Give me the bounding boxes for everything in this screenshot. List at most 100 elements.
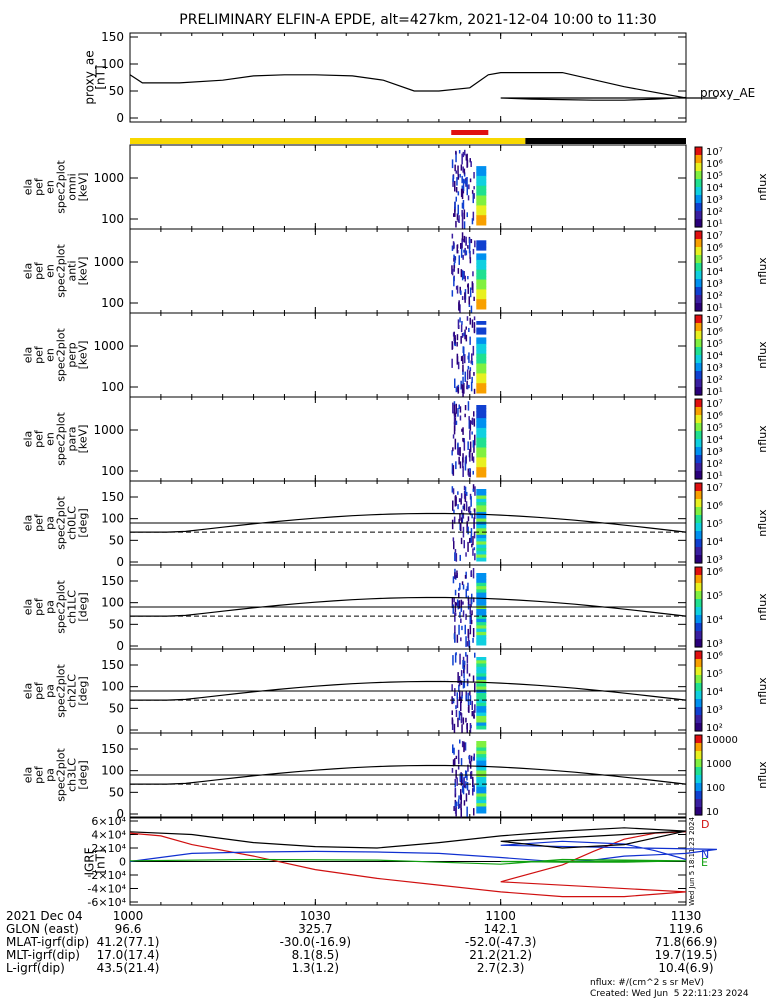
panel-ch3LC-pixel: [476, 786, 487, 791]
panel-anti-colorbar-cell: [695, 303, 702, 307]
panel-ch2LC-speckle: [454, 653, 457, 663]
panel-omni-pixel: [476, 205, 487, 210]
panel-ch2LC-speckle: [462, 656, 465, 661]
footer-row-label: L-igrf(dip): [6, 961, 65, 975]
panel-ch0LC-speckle: [457, 491, 459, 495]
panel-ch3LC-speckle: [453, 747, 455, 755]
panel-ch2LC-speckle: [466, 654, 469, 664]
panel-anti-colorbar-tick: 10⁷: [706, 231, 723, 242]
panel-para-pixel: [476, 447, 487, 452]
panel-perp-colorbar-cell: [695, 323, 702, 327]
panel-perp-colorbar-cell: [695, 347, 702, 351]
panel-ch1LC-pixel: [476, 635, 487, 639]
panel-ch1LC-speckle: [473, 597, 475, 603]
panel-ch0LC-pixel: [476, 521, 487, 526]
panel-ch1LC-ylabel-line: spec2plot: [55, 580, 68, 634]
panel-para-pixel: [476, 454, 487, 458]
panel-omni-colorbar-cell: [695, 224, 702, 228]
panel-perp-pixel: [476, 350, 487, 355]
panel-ch3LC-speckle: [463, 800, 466, 806]
panel-ch0LC-speckle: [463, 485, 466, 490]
panel-ch3LC-speckle: [455, 755, 458, 759]
panel-perp-speckle: [451, 358, 453, 368]
panel-para-colorbar-cell: [695, 423, 702, 427]
panel-para-ylabel-line: ela: [22, 431, 35, 448]
panel-para-speckle: [458, 404, 460, 409]
panel-omni-speckle: [462, 180, 465, 191]
panel-perp-pixel: [476, 353, 487, 358]
panel-omni-colorbar-cell: [695, 219, 702, 223]
panel-anti-colorbar-tick: 10⁵: [706, 255, 723, 266]
panel-ch0LC-pixel: [476, 531, 487, 536]
panel-ch0LC-ylabel-line: pef: [33, 513, 46, 532]
igrf-legend-n: N: [701, 848, 709, 861]
panel-para-pixel: [476, 470, 487, 475]
panel-para-speckle: [467, 468, 470, 476]
panel-para-frame: [129, 396, 687, 482]
panel-ch2LC-pixel: [476, 719, 487, 723]
panel-para-colorbar-cell: [695, 468, 702, 472]
panel-omni-speckle: [466, 153, 468, 161]
proxy-ae-ytick-label: 100: [101, 57, 124, 71]
panel-omni-colorbar-cell: [695, 181, 702, 185]
panel-perp-speckle: [470, 381, 473, 392]
panel-ch3LC-ylabel-line: [deg]: [77, 760, 90, 789]
panel-ch0LC-speckle: [455, 496, 457, 506]
panel-ch0LC-speckle: [453, 509, 455, 514]
panel-ch1LC-ytick-label: 50: [109, 617, 124, 631]
panel-perp-pixel: [476, 386, 487, 391]
panel-omni-speckle: [463, 168, 466, 175]
panel-ch3LC-pixel: [476, 809, 487, 814]
panel-ch3LC-speckle: [458, 803, 461, 808]
proxy-ae-ytick-label: 150: [101, 30, 124, 44]
panel-ch3LC-colorbar-cell: [695, 767, 702, 771]
panel-ch1LC-colorbar-cell: [695, 607, 702, 611]
panel-para-pixel: [476, 424, 487, 429]
panel-anti-colorbar-cell: [695, 289, 702, 293]
panel-perp-colorbar-cell: [695, 344, 702, 348]
panel-anti-pixel: [476, 240, 487, 245]
panel-para-speckle: [453, 415, 456, 425]
panel-ch1LC-speckle: [454, 612, 457, 616]
panel-anti-pixel: [476, 276, 487, 281]
panel-perp-speckle: [462, 388, 464, 399]
panel-ch1LC-colorbar-cell: [695, 580, 702, 584]
panel-ch1LC-colorbar-cell: [695, 577, 702, 581]
panel-ch2LC-speckle: [463, 660, 466, 666]
panel-ch1LC-colorbar-cell: [695, 567, 702, 571]
panel-omni-speckle: [454, 180, 456, 192]
panel-perp-speckle: [454, 335, 456, 344]
panel-para-colorbar-cell: [695, 441, 702, 445]
panel-ch0LC-speckle: [474, 486, 476, 496]
panel-anti-colorbar-cell: [695, 231, 702, 235]
panel-ch1LC-colorbar-cell: [695, 572, 702, 576]
footer-created: Created: Wed Jun 5 22:11:23 2024: [590, 989, 749, 999]
panel-omni-pixel: [476, 208, 487, 213]
panel-ch3LC-speckle: [473, 785, 475, 792]
panel-perp-colorbar-cell: [695, 339, 702, 343]
panel-ch0LC-speckle: [458, 498, 461, 503]
panel-anti-colorbar-tick: 10⁴: [706, 267, 723, 278]
panel-omni-colorbar-tick: 10¹: [706, 219, 723, 230]
panel-ch3LC-speckle: [465, 781, 467, 789]
panel-para-speckle: [468, 419, 470, 429]
panel-anti-pixel: [476, 256, 487, 261]
panel-ch3LC-colorbar-cell: [695, 775, 702, 779]
panel-ch3LC-speckle: [456, 801, 458, 807]
panel-ch3LC-colorbar-cell: [695, 764, 702, 768]
panel-anti-colorbar-cell: [695, 241, 702, 245]
panel-anti-speckle: [451, 233, 454, 239]
panel-ch2LC-speckle: [463, 678, 466, 688]
panel-anti-speckle: [465, 240, 467, 246]
panel-ch1LC-colorbar-cell: [695, 625, 702, 629]
panel-omni-speckle: [471, 218, 474, 225]
panel-perp-speckle: [456, 334, 459, 341]
panel-ch1LC-speckle: [462, 584, 465, 590]
panel-ch2LC-speckle: [468, 705, 470, 713]
panel-omni-speckle: [473, 186, 475, 190]
panel-perp-speckle: [457, 361, 460, 370]
panel-ch1LC-speckle: [458, 587, 460, 591]
panel-perp-pixel: [476, 376, 487, 381]
panel-omni-speckle: [460, 188, 463, 198]
